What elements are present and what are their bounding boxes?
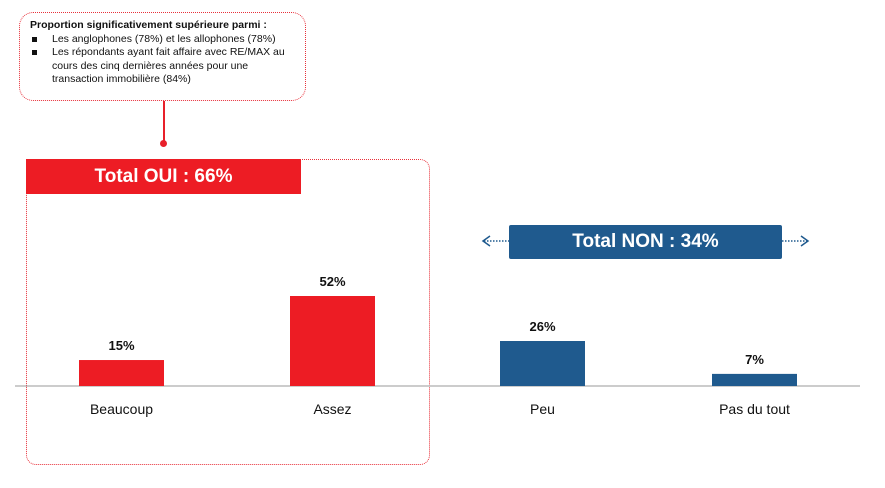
callout-connector: [163, 101, 165, 143]
callout-note: Proportion significativement supérieure …: [19, 12, 306, 101]
category-label: Assez: [313, 401, 351, 417]
bar-assez: [290, 296, 375, 386]
data-label: 26%: [529, 319, 555, 334]
total-oui-label: Total OUI : 66%: [26, 159, 301, 194]
total-non-label: Total NON : 34%: [509, 225, 782, 259]
bar-beaucoup: [79, 360, 164, 386]
right-arrow-icon: [782, 235, 810, 247]
bar-peu: [500, 341, 585, 386]
data-label: 7%: [745, 352, 764, 367]
callout-item: Les anglophones (78%) et les allophones …: [30, 33, 295, 47]
callout-title: Proportion significativement supérieure …: [30, 19, 267, 31]
bar-pas-du-tout: [712, 373, 797, 386]
callout-connector-dot: [160, 140, 167, 147]
left-arrow-icon: [481, 235, 509, 247]
callout-item: Les répondants ayant fait affaire avec R…: [30, 46, 295, 87]
data-label: 52%: [319, 274, 345, 289]
category-label: Peu: [530, 401, 555, 417]
category-label: Beaucoup: [90, 401, 153, 417]
category-label: Pas du tout: [719, 401, 790, 417]
data-label: 15%: [108, 338, 134, 353]
